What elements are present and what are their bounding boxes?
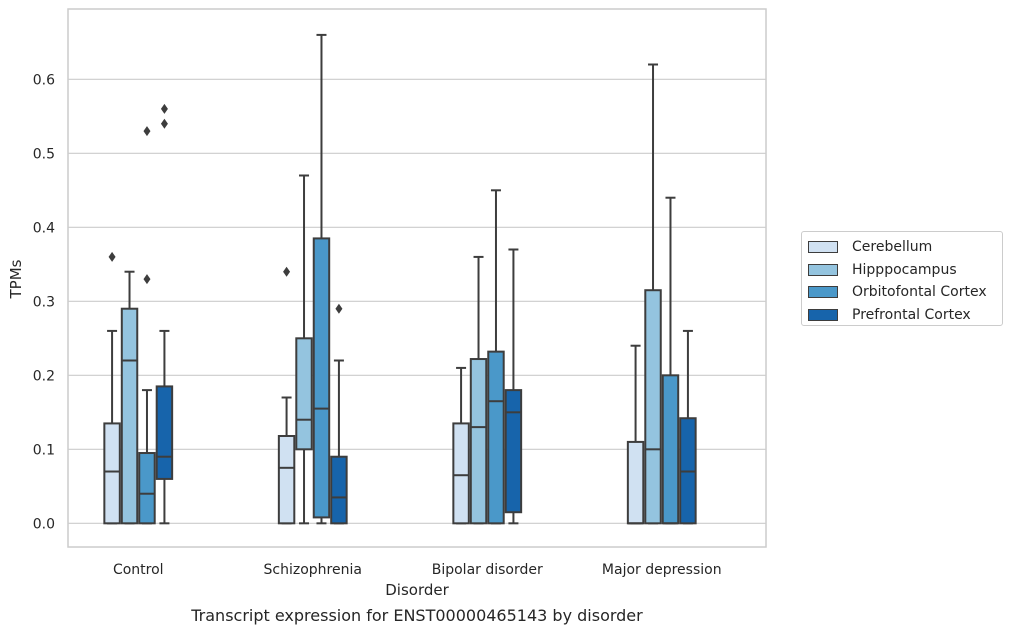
legend-item-prefrontal-cortex: Prefrontal Cortex xyxy=(808,304,1002,327)
outlier-point xyxy=(108,251,116,262)
x-tick-label: Bipolar disorder xyxy=(432,562,543,578)
outlier-point xyxy=(160,103,168,114)
y-tick-label: 0.3 xyxy=(33,294,55,310)
legend: Cerebellum Hipppocampus Orbitofontal Cor… xyxy=(801,231,1003,326)
x-tick-label: Schizophrenia xyxy=(264,562,362,578)
legend-label: Orbitofontal Cortex xyxy=(852,284,987,301)
y-tick-label: 0.0 xyxy=(33,516,55,532)
box-body xyxy=(469,358,488,525)
box-body xyxy=(155,385,174,480)
y-tick-labels: 0.0 0.1 0.2 0.3 0.4 0.5 0.6 xyxy=(33,72,55,532)
box-body xyxy=(452,422,470,525)
legend-swatch xyxy=(808,286,838,299)
y-tick-label: 0.6 xyxy=(33,72,55,88)
box-0-3 xyxy=(155,103,174,525)
box-2-1 xyxy=(469,255,488,525)
y-tick-label: 0.5 xyxy=(33,146,55,162)
box-0-2 xyxy=(138,126,156,525)
box-body xyxy=(644,289,662,525)
y-axis-title: TPMs xyxy=(7,259,25,299)
box-body xyxy=(277,434,296,525)
legend-swatch xyxy=(808,263,838,276)
box-body xyxy=(330,455,348,525)
outlier-point xyxy=(143,126,151,137)
box-2-2 xyxy=(487,189,505,525)
box-3-3 xyxy=(679,329,697,525)
y-tick-label: 0.2 xyxy=(33,368,55,384)
box-1-2 xyxy=(312,33,331,525)
x-tick-label: Major depression xyxy=(602,562,722,578)
box-1-3 xyxy=(330,303,348,525)
y-tick-label: 0.4 xyxy=(33,220,55,236)
box-3-0 xyxy=(626,344,645,525)
box-body xyxy=(103,422,121,525)
box-body xyxy=(661,374,680,525)
legend-swatch xyxy=(808,308,838,321)
plot-frame xyxy=(67,8,767,548)
x-axis-title: Disorder xyxy=(385,581,449,599)
box-body xyxy=(626,440,645,525)
legend-label: Hipppocampus xyxy=(852,261,957,278)
legend-label: Cerebellum xyxy=(852,239,933,256)
box-0-0 xyxy=(103,251,121,525)
legend-swatch xyxy=(808,241,838,254)
legend-item-orbitofrontal-cortex: Orbitofontal Cortex xyxy=(808,281,1002,304)
box-body xyxy=(138,452,156,525)
x-tick-labels: Control Schizophrenia Bipolar disorder Majo… xyxy=(113,562,722,578)
legend-item-cerebellum: Cerebellum xyxy=(808,236,1002,259)
gridlines xyxy=(68,78,766,524)
box-body xyxy=(295,337,313,451)
box-1-1 xyxy=(295,174,313,525)
box-body xyxy=(312,237,331,519)
box-3-1 xyxy=(644,63,662,525)
outlier-point xyxy=(160,118,168,129)
chart-caption: Transcript expression for ENST0000046514… xyxy=(191,606,643,625)
y-tick-label: 0.1 xyxy=(33,442,55,458)
outlier-point xyxy=(335,303,343,314)
legend-label: Prefrontal Cortex xyxy=(852,306,971,323)
box-body xyxy=(487,350,505,525)
box-0-1 xyxy=(120,270,139,525)
outlier-point xyxy=(143,274,151,285)
box-2-0 xyxy=(452,366,470,525)
box-3-2 xyxy=(661,196,680,525)
box-layer xyxy=(103,33,697,525)
outlier-point xyxy=(283,266,291,277)
box-body xyxy=(120,307,139,525)
box-2-3 xyxy=(504,248,523,525)
legend-item-hippocampus: Hipppocampus xyxy=(808,259,1002,282)
box-1-0 xyxy=(277,266,296,525)
box-body xyxy=(504,389,523,514)
x-tick-label: Control xyxy=(113,562,164,578)
